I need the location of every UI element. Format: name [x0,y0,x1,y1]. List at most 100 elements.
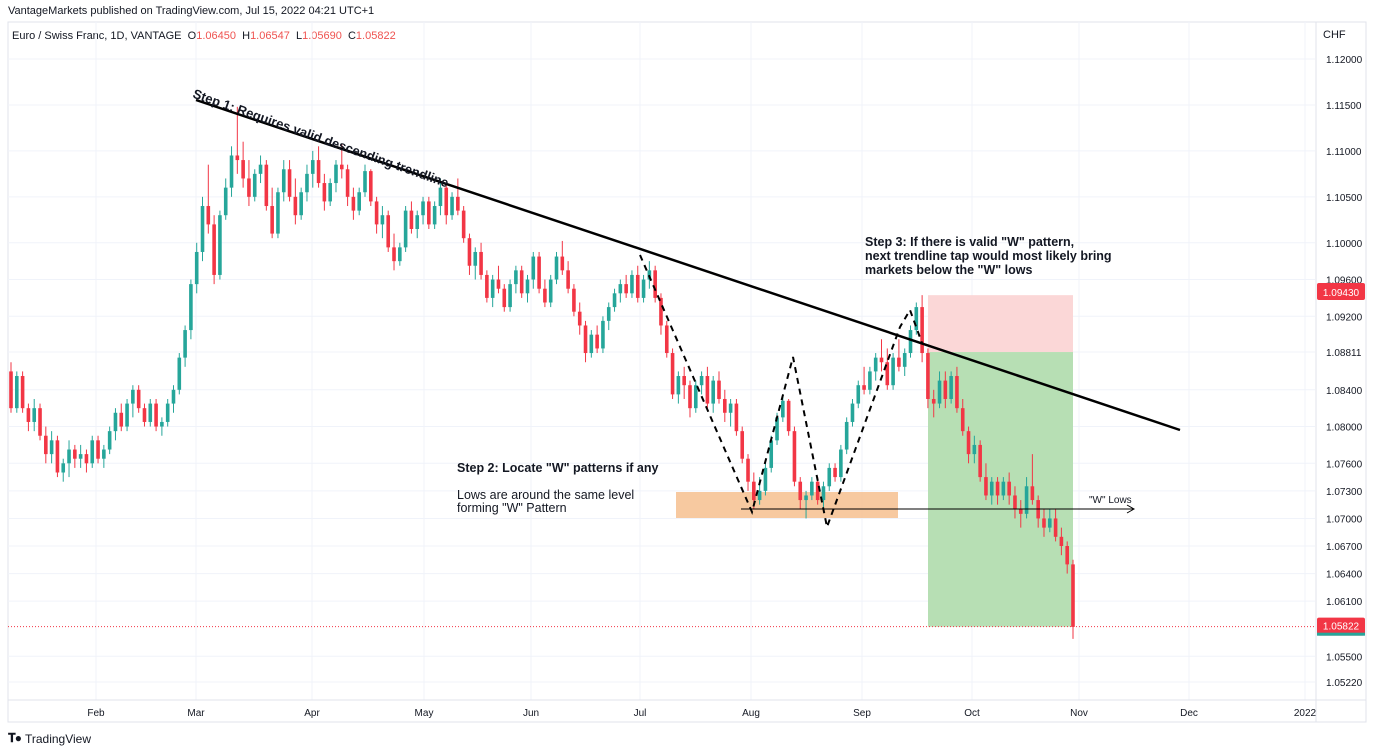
candle-body [618,284,623,294]
candle [792,426,797,487]
candle [839,444,843,482]
candle [73,444,77,468]
open-value: 1.06450 [196,30,236,42]
price-tick-label: 1.09200 [1326,312,1363,323]
candle [461,206,466,243]
candle-body [659,297,663,326]
candle [583,320,588,363]
candle [96,435,100,464]
candle [670,348,675,399]
high-label: H [242,30,251,42]
candle-body [891,357,895,386]
candle-body [955,376,959,409]
candle [943,371,948,409]
candle-body [113,412,118,432]
candle-body [20,376,25,409]
candle [543,279,547,308]
candle-body [73,449,77,459]
candle [1047,509,1052,533]
time-tick-label: May [415,708,434,719]
candle-body [989,481,994,496]
current-price-badge-text: 1.05822 [1323,622,1360,633]
candle [891,353,895,390]
price-tick-label: 1.08000 [1326,423,1363,434]
candle-body [583,325,588,354]
candle-body [757,490,762,501]
candle [107,426,112,455]
close-value: 1.05822 [355,30,396,42]
candle-body [485,274,489,298]
candle [345,164,350,207]
candle [9,362,13,413]
descending-trendline [195,98,1181,432]
candle-body [386,215,391,248]
candle-body [815,481,820,501]
candle [15,371,19,413]
candle-body [235,155,240,161]
candle-body [734,403,739,432]
candle-body [804,495,808,501]
candle-body [1030,486,1035,501]
candle [473,247,478,280]
price-tick-label: 1.10500 [1326,193,1363,204]
candle [479,242,483,280]
candle-body [189,284,193,331]
candle [67,440,71,478]
candle-body [995,481,1000,496]
time-tick-label: Feb [87,708,105,719]
candle-body [786,400,791,432]
candle-body [723,398,727,413]
stop-price-badge [1317,283,1365,300]
candle [833,463,837,482]
candle-body [577,311,582,326]
candle-body [560,256,565,271]
candle-body [154,403,158,427]
candle-body [212,224,216,275]
time-tick-label: Nov [1070,708,1088,719]
candle [421,196,425,225]
candle-body [844,421,849,450]
candle [624,274,628,298]
candle [171,385,176,413]
candle [287,160,292,202]
candle-body [316,160,321,184]
candle-body [322,183,327,202]
time-tick-label: Apr [304,708,320,719]
candle [374,196,379,234]
candle [641,274,646,303]
candle-body [241,160,245,179]
candle [920,295,924,363]
candle-body [345,169,350,197]
candle [380,206,385,239]
candle-body [519,270,524,294]
close-label: C [347,30,356,42]
candle-body [653,270,657,298]
candle [519,265,524,298]
price-tick-label: 1.06100 [1326,597,1363,608]
candle-body [160,421,164,427]
candle [514,265,518,294]
currency-label: CHF [1323,29,1346,41]
candle-body [107,431,112,450]
candle-body [931,398,936,404]
candle-body [276,192,280,234]
candle [26,403,31,432]
candle [595,325,599,354]
candle [995,477,1000,505]
candle-body [960,408,965,432]
candle [798,477,803,510]
price-tick-label: 1.12000 [1326,55,1363,66]
candle [247,160,251,207]
candle [485,270,489,303]
candle-body [937,380,942,404]
candle-body [102,449,106,459]
candle [821,481,826,510]
zones [676,295,1073,627]
candle-body [496,279,501,289]
candle-body [218,215,222,275]
candle [1065,541,1069,574]
candle [525,274,530,303]
candle-body [415,215,420,229]
candle [618,279,623,303]
